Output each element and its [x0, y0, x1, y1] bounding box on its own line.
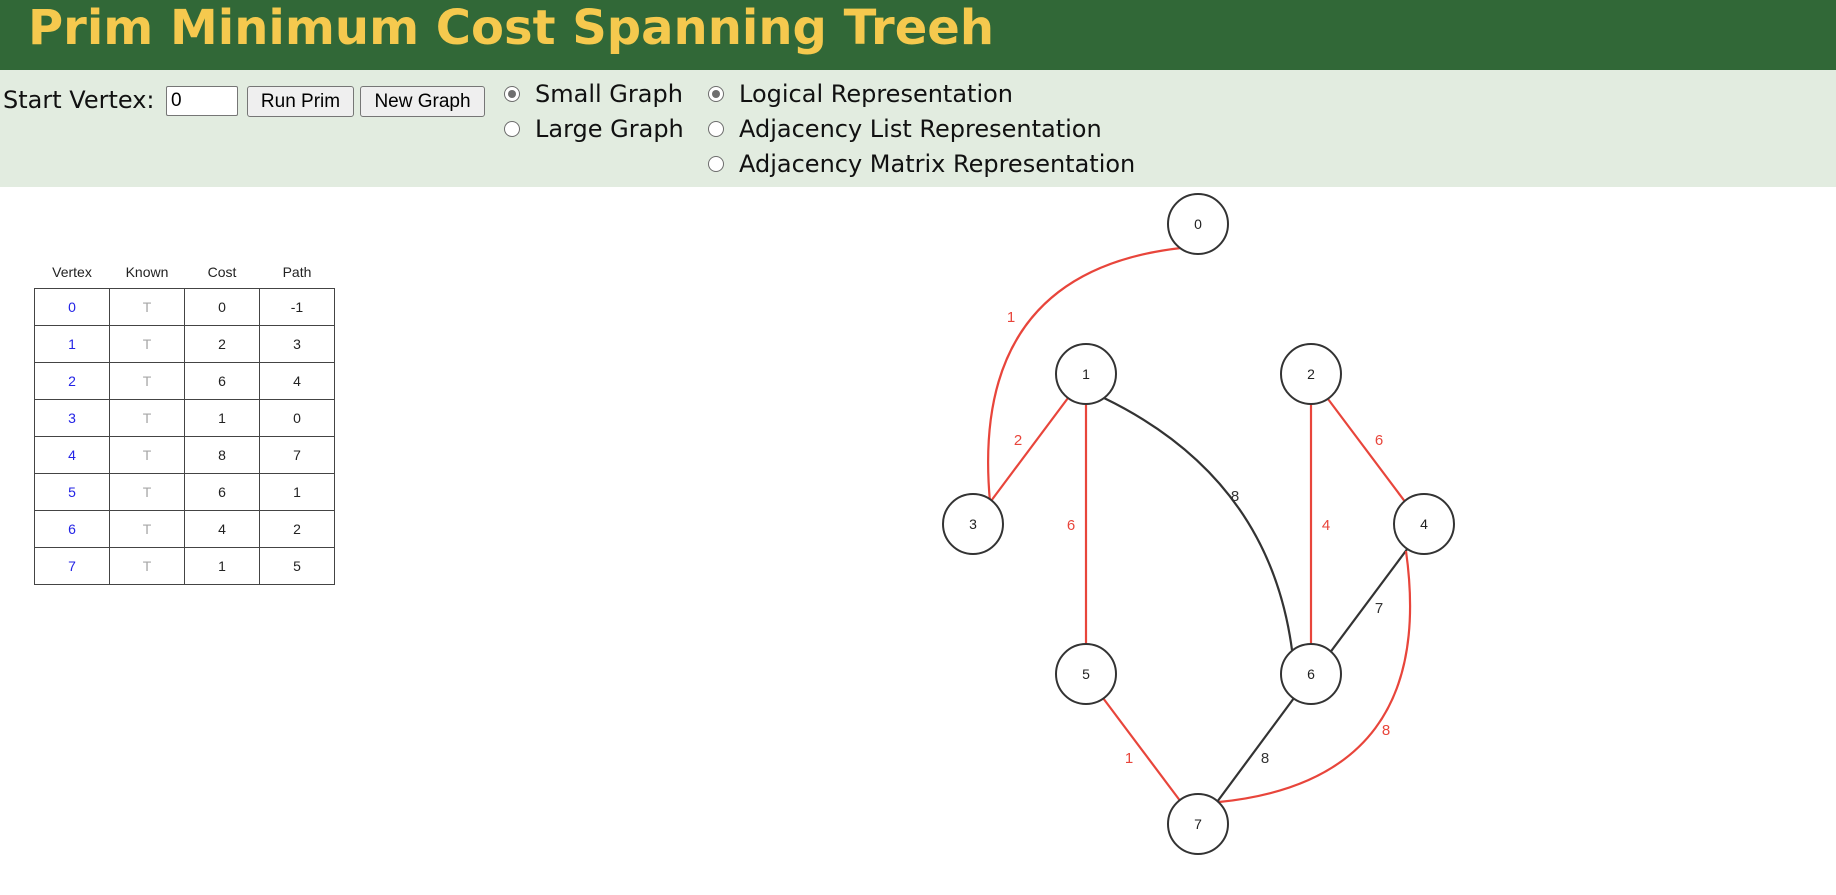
edge-4-6-weight: 7	[1375, 600, 1383, 617]
edge-2-4-weight: 6	[1375, 432, 1383, 449]
graph-node-3: 3	[942, 493, 1004, 555]
known-cell: T	[109, 436, 185, 474]
radio-large-graph-label: Large Graph	[535, 115, 684, 143]
edge-1-5-weight: 6	[1067, 517, 1075, 534]
header-bar: Prim Minimum Cost Spanning Treeh	[0, 0, 1836, 70]
node-3-circle	[942, 493, 1004, 555]
known-cell: T	[109, 288, 185, 326]
node-6-label: 6	[1307, 666, 1315, 682]
cost-cell: 1	[184, 399, 260, 437]
radio-logical-dot[interactable]	[708, 86, 724, 102]
path-cell: 3	[259, 325, 335, 363]
edge-5-7	[1102, 697, 1182, 803]
edge-4-6	[1328, 547, 1409, 655]
table-row: 1 T 2 3	[34, 325, 335, 363]
edge-2-6-weight: 4	[1322, 517, 1330, 534]
header-vertex: Vertex	[52, 264, 92, 280]
vertex-cell: 4	[34, 436, 110, 474]
edge-5-7-weight: 1	[1125, 750, 1133, 767]
header-known: Known	[125, 264, 169, 280]
graph-node-6: 6	[1280, 643, 1342, 705]
path-cell: 7	[259, 436, 335, 474]
edge-6-7-weight: 8	[1261, 750, 1269, 767]
run-prim-button[interactable]: Run Prim	[247, 86, 354, 117]
radio-adjacency-list-label: Adjacency List Representation	[739, 115, 1102, 143]
table-header-row: Vertex Known Cost Path	[35, 256, 335, 289]
radio-small-graph-dot[interactable]	[504, 86, 520, 102]
known-cell: T	[109, 325, 185, 363]
edge-1-3-weight: 2	[1014, 432, 1022, 449]
node-1-label: 1	[1082, 366, 1090, 382]
edge-4-7-weight: 8	[1382, 722, 1390, 739]
path-cell: 5	[259, 547, 335, 585]
known-cell: T	[109, 362, 185, 400]
vertex-cell: 0	[34, 288, 110, 326]
radio-small-graph-label: Small Graph	[535, 80, 683, 108]
radio-logical-label: Logical Representation	[739, 80, 1014, 108]
node-0-label: 0	[1194, 216, 1202, 232]
graph-node-0: 0	[1167, 193, 1229, 255]
radio-adjacency-matrix-label: Adjacency Matrix Representation	[739, 150, 1136, 178]
prim-table: Vertex Known Cost Path 0 T 0 -1 1 T 2 3 …	[34, 256, 335, 585]
edge-0-3-weight: 1	[1007, 309, 1015, 326]
node-5-circle	[1055, 643, 1117, 705]
node-4-label: 4	[1420, 516, 1428, 532]
edge-1-6	[1103, 397, 1294, 651]
path-cell: 4	[259, 362, 335, 400]
table-row: 2 T 6 4	[34, 362, 335, 400]
node-3-label: 3	[969, 516, 977, 532]
node-2-circle	[1280, 343, 1342, 405]
edge-2-4	[1327, 398, 1407, 504]
start-vertex-input[interactable]	[166, 86, 238, 116]
vertex-cell: 6	[34, 510, 110, 548]
node-7-label: 7	[1194, 816, 1202, 832]
edge-1-3	[990, 397, 1069, 502]
cost-cell: 6	[184, 362, 260, 400]
graph-node-5: 5	[1055, 643, 1117, 705]
known-cell: T	[109, 473, 185, 511]
node-2-label: 2	[1307, 366, 1315, 382]
edge-1-6-weight: 8	[1231, 488, 1239, 505]
header-cost: Cost	[207, 264, 237, 280]
new-graph-button[interactable]: New Graph	[360, 86, 485, 117]
graph-node-4: 4	[1393, 493, 1455, 555]
node-6-circle	[1280, 643, 1342, 705]
table-row: 5 T 6 1	[34, 473, 335, 511]
graph-node-1: 1	[1055, 343, 1117, 405]
node-5-label: 5	[1082, 666, 1090, 682]
known-cell: T	[109, 547, 185, 585]
page-title: Prim Minimum Cost Spanning Treeh	[28, 0, 994, 56]
radio-adjacency-matrix-dot[interactable]	[708, 156, 724, 172]
vertex-cell: 7	[34, 547, 110, 585]
radio-adjacency-list-dot[interactable]	[708, 121, 724, 137]
radio-large-graph-dot[interactable]	[504, 121, 520, 137]
edge-0-3	[987, 246, 1182, 503]
graph-node-2: 2	[1280, 343, 1342, 405]
path-cell: 1	[259, 473, 335, 511]
table-row: 4 T 8 7	[34, 436, 335, 474]
header-path: Path	[282, 264, 312, 280]
edge-6-7	[1216, 697, 1295, 803]
graph-node-7: 7	[1167, 793, 1229, 855]
edge-4-7	[1218, 550, 1412, 804]
cost-cell: 2	[184, 325, 260, 363]
cost-cell: 1	[184, 547, 260, 585]
table-row: 7 T 1 5	[34, 547, 335, 585]
cost-cell: 0	[184, 288, 260, 326]
node-1-circle	[1055, 343, 1117, 405]
node-4-circle	[1393, 493, 1455, 555]
start-vertex-label: Start Vertex:	[3, 86, 155, 114]
node-0-circle	[1167, 193, 1229, 255]
node-7-circle	[1167, 793, 1229, 855]
vertex-cell: 1	[34, 325, 110, 363]
vertex-cell: 5	[34, 473, 110, 511]
